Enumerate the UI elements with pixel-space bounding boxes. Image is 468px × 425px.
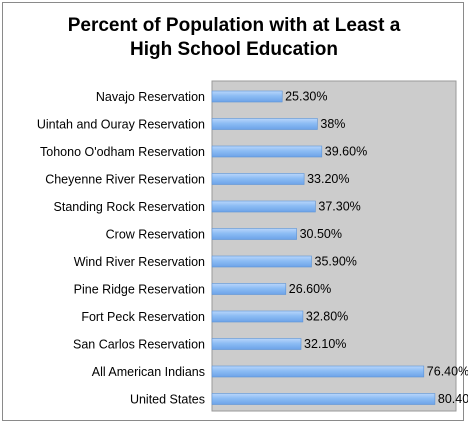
value-label: 26.60% [289,282,331,296]
category-label: Pine Ridge Reservation [74,283,205,297]
value-label: 32.80% [306,310,348,324]
bar [211,118,318,130]
chart-title-line-1: Percent of Population with at Least a [67,15,401,36]
bar [211,255,312,268]
category-label: Standing Rock Reservation [54,200,206,214]
value-label: 30.50% [300,227,342,241]
category-labels-group: Navajo Reservation Uintah and Ouray Reser… [37,90,205,407]
plot-area [211,80,457,412]
category-label: Uintah and Ouray Reservation [37,118,205,132]
bar [211,338,302,350]
bar [211,145,323,158]
value-label: 38% [320,117,345,131]
value-label: 25.30% [285,90,327,104]
value-label: 33.20% [307,172,349,186]
category-label: Fort Peck Reservation [81,310,205,324]
category-label: Wind River Reservation [74,255,205,269]
bar [211,173,305,185]
bar [211,90,283,103]
category-label: Cheyenne River Reservation [45,173,205,187]
value-label: 37.30% [318,200,360,214]
category-label: Crow Reservation [106,228,205,242]
bar [211,310,304,323]
value-label: 39.60% [325,145,367,159]
category-label: United States [130,393,205,407]
category-label: San Carlos Reservation [73,338,205,352]
chart-title-line-2: High School Education [130,39,338,60]
bar [211,365,425,378]
value-label: 32.10% [304,337,346,351]
value-label: 76.40% [427,365,468,379]
value-label: 80.40% [438,392,468,406]
bars-group [211,90,436,405]
chart-title: Percent of Population with at Least a Hi… [0,14,468,62]
category-label: All American Indians [92,365,205,379]
bar [211,283,287,295]
value-labels-group: 25.30% 38% 39.60% 33.20% 37.30% 30.50% 35.90% 2… [285,90,468,407]
bar [211,228,297,240]
category-label: Tohono O'odham Reservation [40,145,205,159]
category-label: Navajo Reservation [96,90,205,104]
bar [211,200,316,213]
bar [211,393,436,405]
value-label: 35.90% [315,255,357,269]
